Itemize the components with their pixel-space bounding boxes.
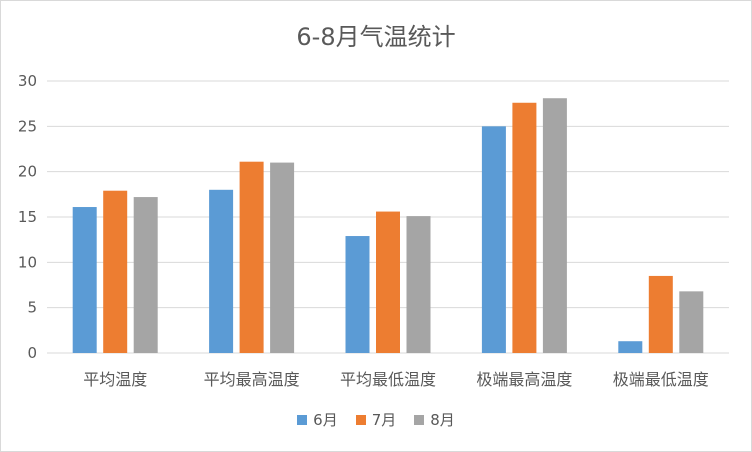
bar <box>239 161 264 353</box>
x-category-label: 平均温度 <box>83 370 147 389</box>
x-category-label: 极端最低温度 <box>613 370 709 389</box>
bar <box>481 126 506 353</box>
x-category-label: 平均最高温度 <box>204 370 300 389</box>
chart-legend: 6月 7月 8月 <box>1 409 751 430</box>
y-tick-label: 5 <box>27 299 37 317</box>
y-tick-label: 10 <box>18 253 37 271</box>
legend-item: 6月 <box>297 409 338 430</box>
y-tick-label: 20 <box>18 163 37 181</box>
legend-label: 6月 <box>313 411 338 429</box>
bar <box>133 197 158 353</box>
legend-label: 8月 <box>430 411 455 429</box>
bar <box>270 162 295 353</box>
bar <box>72 207 97 353</box>
bar <box>345 236 370 353</box>
bar <box>406 216 431 353</box>
legend-label: 7月 <box>371 411 397 429</box>
y-tick-label: 0 <box>27 344 37 362</box>
chart-title: 6-8月气温统计 <box>296 23 456 51</box>
bar <box>542 98 567 353</box>
bar <box>512 102 537 353</box>
bar <box>376 211 400 353</box>
y-tick-label: 15 <box>18 208 37 226</box>
bar <box>618 341 643 353</box>
legend-swatch <box>414 414 425 425</box>
legend-item: 8月 <box>414 409 455 430</box>
x-category-label: 平均最低温度 <box>340 370 436 389</box>
y-tick-label: 30 <box>18 72 37 90</box>
legend-swatch <box>297 414 308 425</box>
bar <box>648 275 673 353</box>
legend-item: 7月 <box>355 409 397 430</box>
bar <box>679 291 704 353</box>
x-category-label: 极端最高温度 <box>476 370 572 389</box>
bar <box>209 189 234 353</box>
bar <box>103 190 128 353</box>
y-tick-label: 25 <box>18 117 37 135</box>
legend-swatch <box>355 414 366 425</box>
